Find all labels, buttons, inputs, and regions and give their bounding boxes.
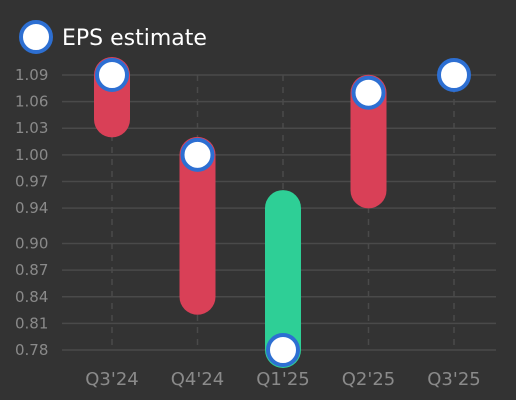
eps-estimate-marker [95,58,129,92]
y-tick-label: 0.90 [15,235,48,253]
eps-estimate-marker [351,75,386,110]
legend[interactable]: EPS estimate [19,20,207,54]
x-axis-ticks: Q3'24 Q4'24 Q1'25 Q2'25 Q3'25 [85,369,480,390]
x-tick-label: Q3'25 [427,369,480,390]
x-tick-label: Q1'25 [256,369,309,390]
x-tick-label: Q2'25 [342,369,395,390]
y-tick-label: 0.97 [15,172,48,190]
y-tick-label: 0.84 [15,288,48,306]
y-tick-label: 1.00 [15,146,48,164]
eps-estimate-marker [266,333,300,367]
estimate-markers [95,58,471,367]
y-tick-label: 0.81 [15,314,48,332]
legend-marker-icon [19,20,53,54]
range-bars [94,57,387,368]
y-tick-label: 1.09 [15,66,48,84]
y-tick-label: 0.78 [15,341,48,359]
x-tick-label: Q3'24 [85,369,138,390]
eps-range-bar [179,136,216,315]
y-tick-label: 0.94 [15,199,48,217]
y-axis-ticks: 0.78 0.81 0.84 0.87 0.90 0.94 0.97 1.00 1.03 1.06… [15,66,48,359]
eps-estimate-marker [180,137,215,172]
legend-label: EPS estimate [62,26,207,51]
eps-estimate-marker [437,58,471,92]
eps-range-bar [265,190,301,368]
eps-range-bar [350,74,387,209]
y-tick-label: 0.87 [15,261,48,279]
y-tick-label: 1.06 [15,93,48,111]
y-tick-label: 1.03 [15,119,48,137]
x-tick-label: Q4'24 [171,369,224,390]
